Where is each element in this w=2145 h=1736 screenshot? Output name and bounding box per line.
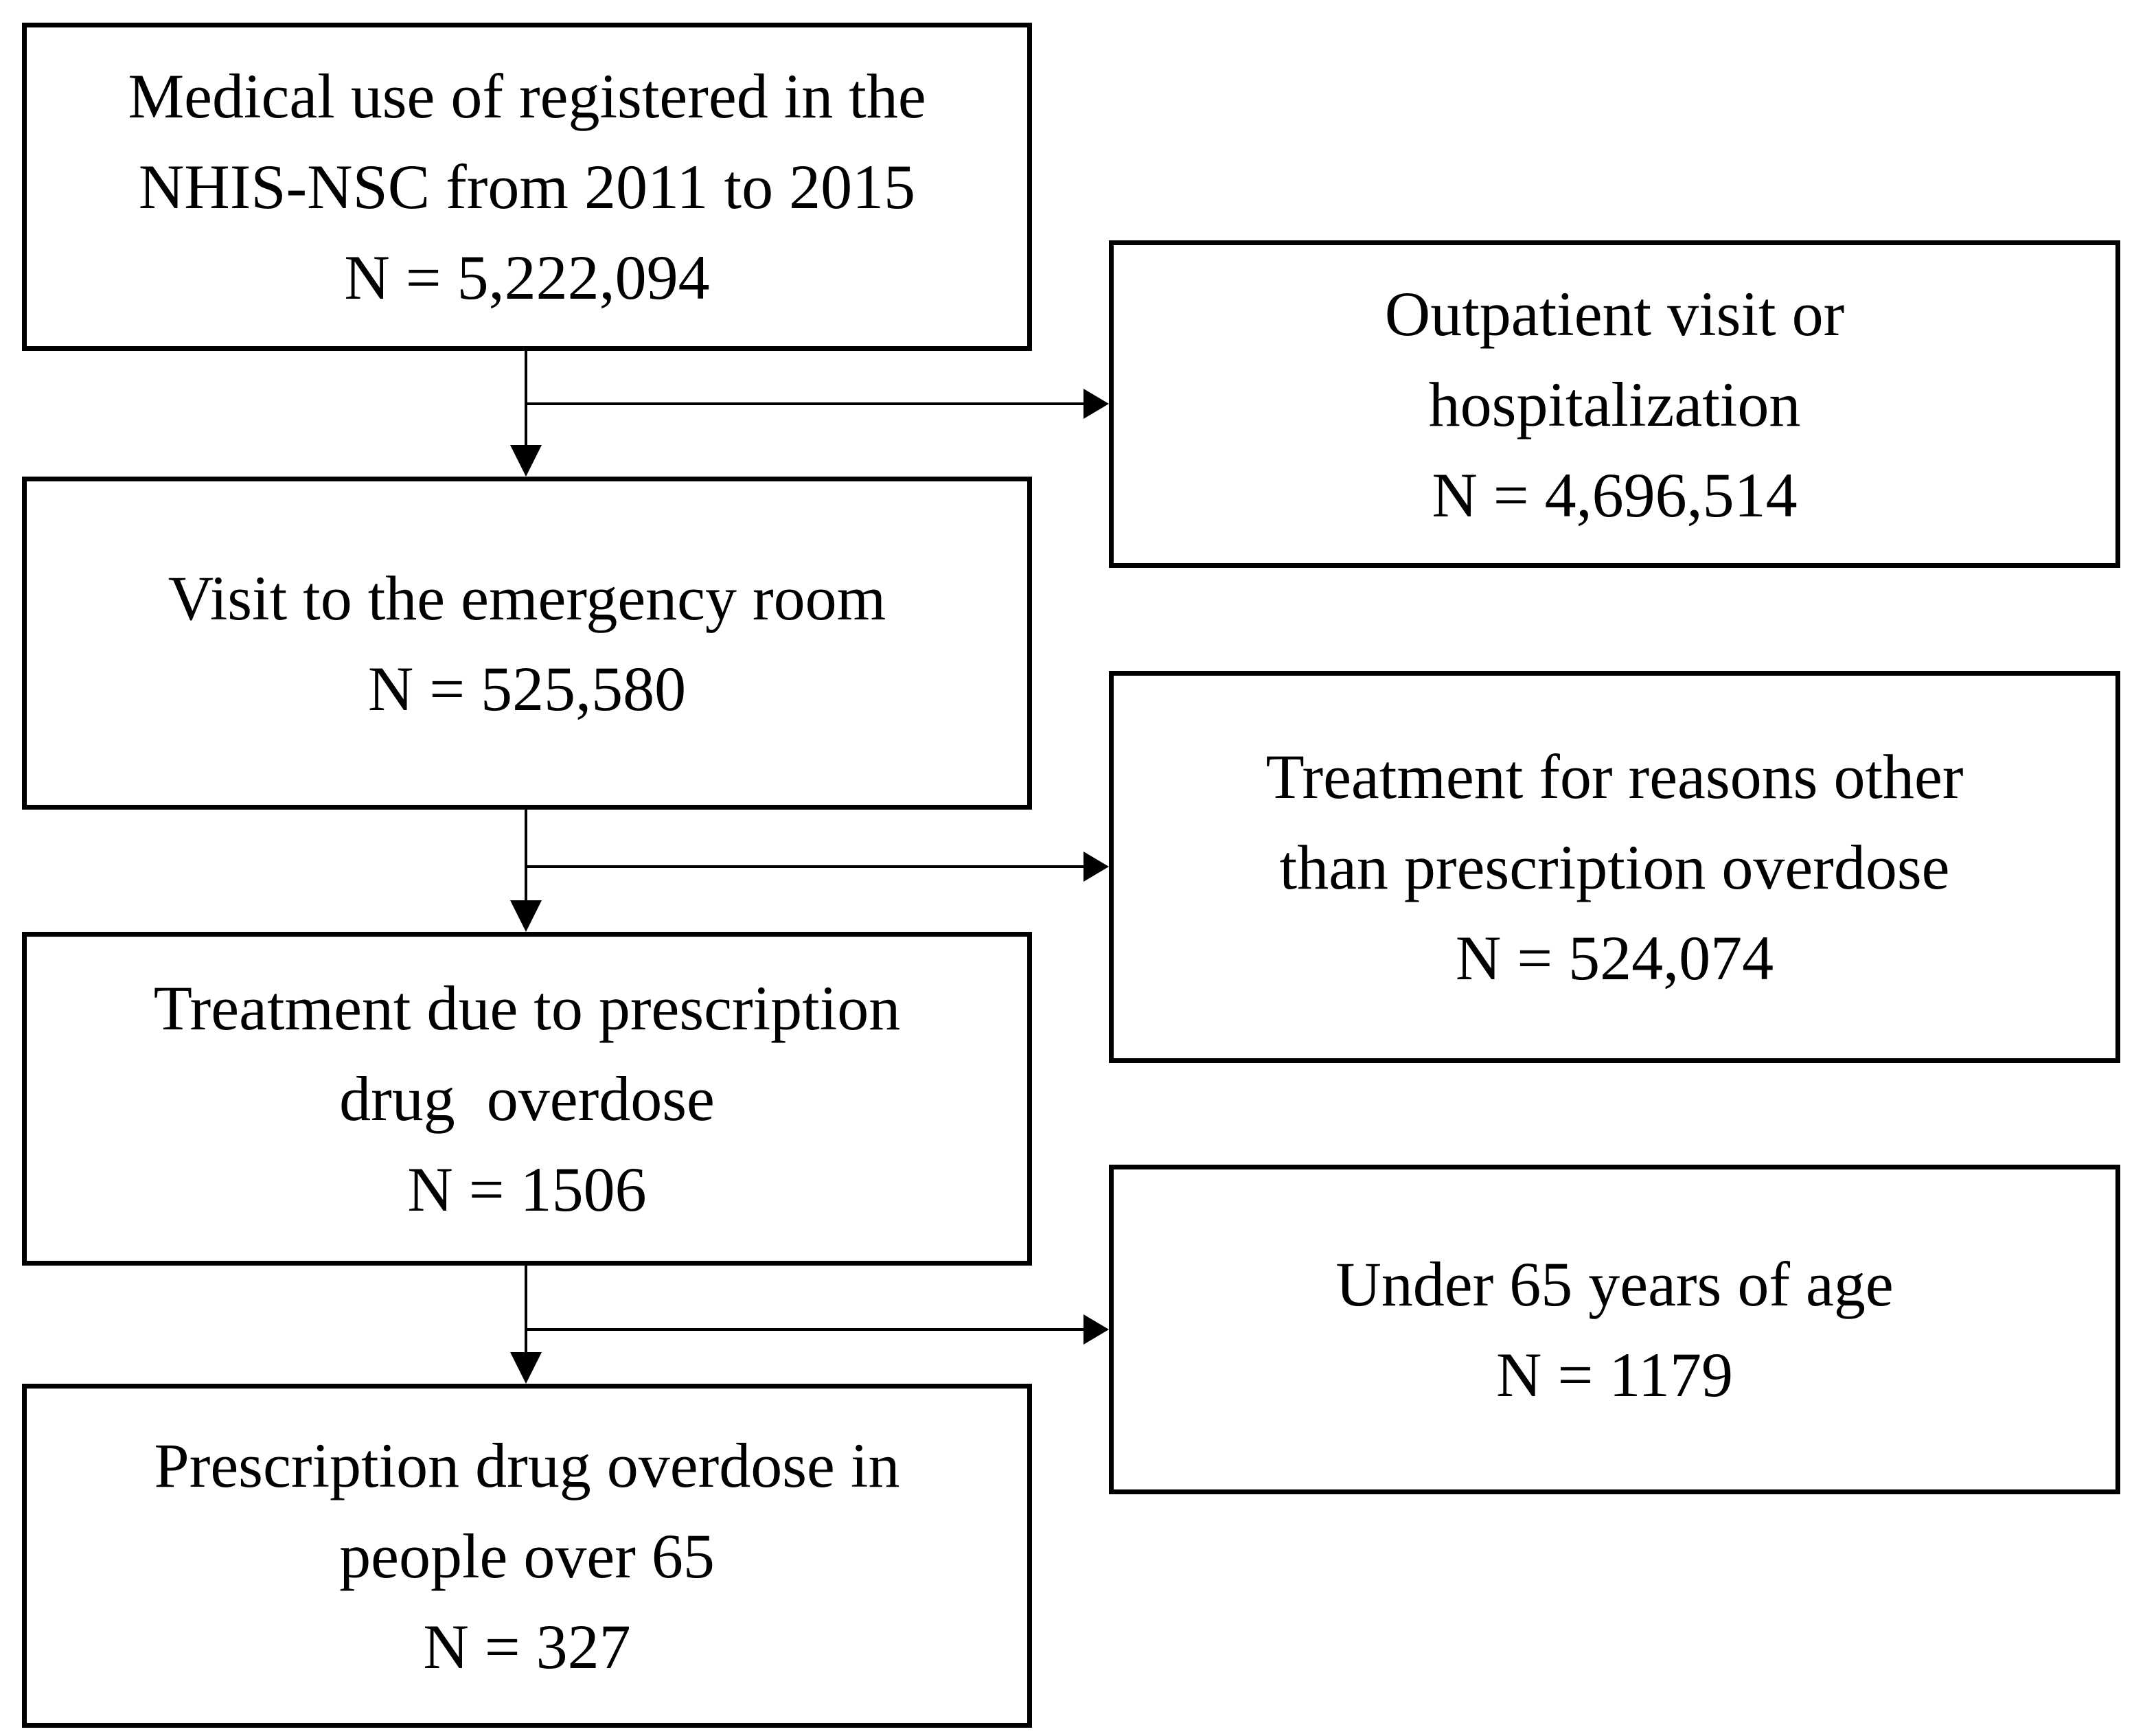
arrowhead-right-3-icon (1083, 1314, 1109, 1345)
arrowhead-right-2-icon (1083, 852, 1109, 882)
flow-box-overdose-treatment: Treatment due to prescription drug overd… (22, 932, 1032, 1266)
n-count-label: N = 1506 (407, 1154, 647, 1224)
exclusion-box-other-reasons: Treatment for reasons other than prescri… (1109, 671, 2120, 1063)
n-count-label: N = 525,580 (367, 653, 687, 724)
exclusion-box-outpatient: Outpatient visit or hospitalization N = … (1109, 240, 2120, 568)
flow-box-over65-overdose-text: Prescription drug overdose in people ove… (154, 1420, 900, 1692)
arrowhead-down-1-icon (510, 445, 542, 477)
flow-box-overdose-treatment-text: Treatment due to prescription drug overd… (154, 963, 901, 1235)
exclusion-box-outpatient-text: Outpatient visit or hospitalization N = … (1385, 269, 1844, 540)
text-line: people over 65 (339, 1520, 715, 1591)
flow-box-er-visit-text: Visit to the emergency room N = 525,580 (168, 553, 886, 734)
text-line: Visit to the emergency room (168, 562, 886, 633)
text-line: Under 65 years of age (1335, 1249, 1894, 1319)
arrowhead-down-3-icon (510, 1352, 542, 1384)
text-line: Prescription drug overdose in (154, 1430, 900, 1500)
arrowhead-right-1-icon (1083, 389, 1109, 419)
text-line: NHIS-NSC from 2011 to 2015 (138, 152, 916, 222)
text-line: Treatment due to prescription (153, 973, 901, 1043)
n-count-label: N = 4,696,514 (1432, 459, 1798, 530)
text-line: Outpatient visit or (1384, 278, 1845, 349)
flow-box-medical-use: Medical use of registered in the NHIS-NS… (22, 23, 1032, 351)
exclusion-box-under65: Under 65 years of age N = 1179 (1109, 1165, 2120, 1494)
text-line: Medical use of registered in the (128, 61, 926, 131)
exclusion-box-other-reasons-text: Treatment for reasons other than prescri… (1266, 731, 1964, 1003)
n-count-label: N = 5,222,094 (344, 242, 710, 312)
exclusion-box-under65-text: Under 65 years of age N = 1179 (1335, 1239, 1893, 1420)
flow-box-over65-overdose: Prescription drug overdose in people ove… (22, 1384, 1032, 1728)
n-count-label: N = 327 (423, 1611, 631, 1682)
flow-box-medical-use-text: Medical use of registered in the NHIS-NS… (128, 51, 926, 323)
text-line: hospitalization (1428, 369, 1801, 439)
flow-box-er-visit: Visit to the emergency room N = 525,580 (22, 477, 1032, 810)
n-count-label: N = 524,074 (1455, 922, 1774, 993)
text-line: Treatment for reasons other (1265, 741, 1964, 812)
n-count-label: N = 1179 (1496, 1340, 1733, 1410)
text-line: drug overdose (339, 1064, 715, 1134)
text-line: than prescription overdose (1279, 832, 1950, 902)
arrowhead-down-2-icon (510, 900, 542, 932)
